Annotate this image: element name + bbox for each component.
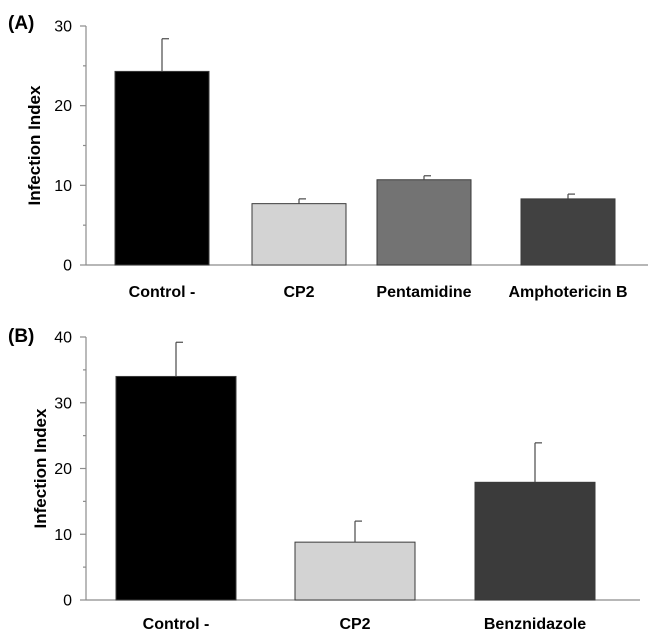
panel-a-y-axis-title: Infection Index [25, 85, 44, 206]
panel-a-label: (A) [8, 13, 34, 34]
panel-b-category-label-0: Control - [143, 616, 210, 633]
panel-b-category-label-2: Benznidazole [484, 616, 586, 633]
panel-b-bar-2 [474, 481, 596, 601]
panel-b-label: (B) [8, 326, 34, 347]
panel-b-chart: (B) Infection Index 0 10 20 30 40 Control - CP2 B… [8, 326, 640, 633]
panel-b-y-tick-label: 0 [63, 593, 72, 610]
panel-a-category-label-1: CP2 [283, 284, 314, 301]
panel-a-y-tick-label: 30 [54, 19, 72, 36]
panel-a-bar-0 [114, 70, 210, 266]
panel-a-y-tick-label: 0 [63, 258, 72, 275]
panel-a-bar-1 [251, 203, 347, 266]
panel-b-y-tick-label: 30 [54, 395, 72, 412]
panel-a-bar-3 [520, 198, 616, 266]
panel-a-chart: (A) Infection Index 0 10 20 30 Control - CP2 Pen… [8, 13, 648, 301]
panel-b-y-tick-label: 20 [54, 461, 72, 478]
panel-b-bar-0 [115, 375, 237, 601]
panel-a-category-label-3: Amphotericin B [508, 284, 627, 301]
panel-b-y-tick-label: 40 [54, 330, 72, 347]
panel-b-y-tick-label: 10 [54, 527, 72, 544]
panel-a-y-tick-label: 20 [54, 98, 72, 115]
panel-b-y-axis-title: Infection Index [31, 408, 50, 529]
panel-a-bar-2 [376, 179, 472, 266]
panel-b-bar-1 [294, 541, 416, 601]
panel-b-category-label-1: CP2 [339, 616, 370, 633]
panel-a-y-tick-label: 10 [54, 178, 72, 195]
panel-a-category-label-2: Pentamidine [376, 284, 471, 301]
panel-a-category-label-0: Control - [129, 284, 196, 301]
